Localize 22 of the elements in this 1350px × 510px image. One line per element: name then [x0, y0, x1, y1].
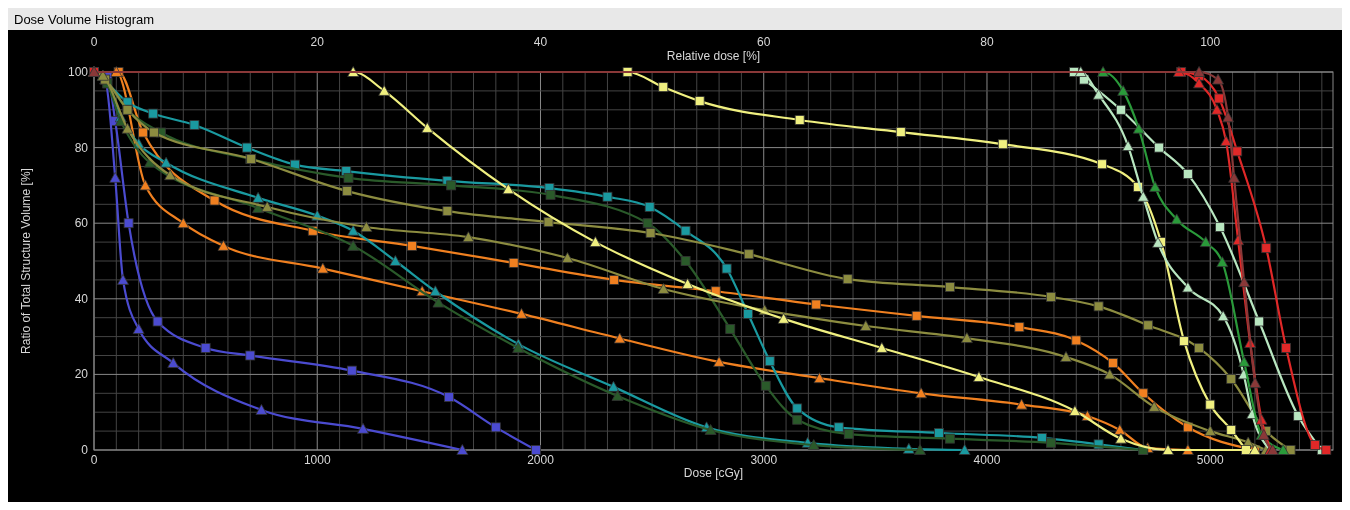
x2-axis-title: Relative dose [%] [666, 49, 761, 63]
x-tick-label: 1000 [303, 453, 331, 467]
y-tick-label: 80 [74, 140, 89, 155]
y-tick-label: 100 [67, 65, 89, 79]
x-tick-label: 3000 [750, 453, 778, 467]
x2-tick-label: 80 [980, 35, 994, 49]
y-axis-title: Ratio of Total Structure Volume [%] [19, 168, 33, 354]
x2-tick-label: 100 [1200, 35, 1221, 49]
x2-tick-label: 60 [757, 35, 771, 49]
y-tick-label: 40 [74, 291, 89, 306]
y-tick-label: 20 [74, 367, 89, 382]
x-tick-label: 5000 [1196, 453, 1224, 467]
y-tick-label: 60 [74, 216, 89, 231]
x-tick-label: 2000 [527, 453, 555, 467]
chart-title: Dose Volume Histogram [14, 12, 155, 27]
x2-tick-label: 20 [310, 35, 325, 49]
x2-tick-label: 40 [533, 35, 548, 49]
y-tick-label: 0 [81, 443, 89, 457]
x-tick-label: 0 [90, 453, 98, 467]
x-tick-label: 4000 [973, 453, 1001, 467]
x2-tick-label: 0 [90, 35, 98, 49]
x-axis-title: Dose [cGy] [683, 466, 744, 480]
